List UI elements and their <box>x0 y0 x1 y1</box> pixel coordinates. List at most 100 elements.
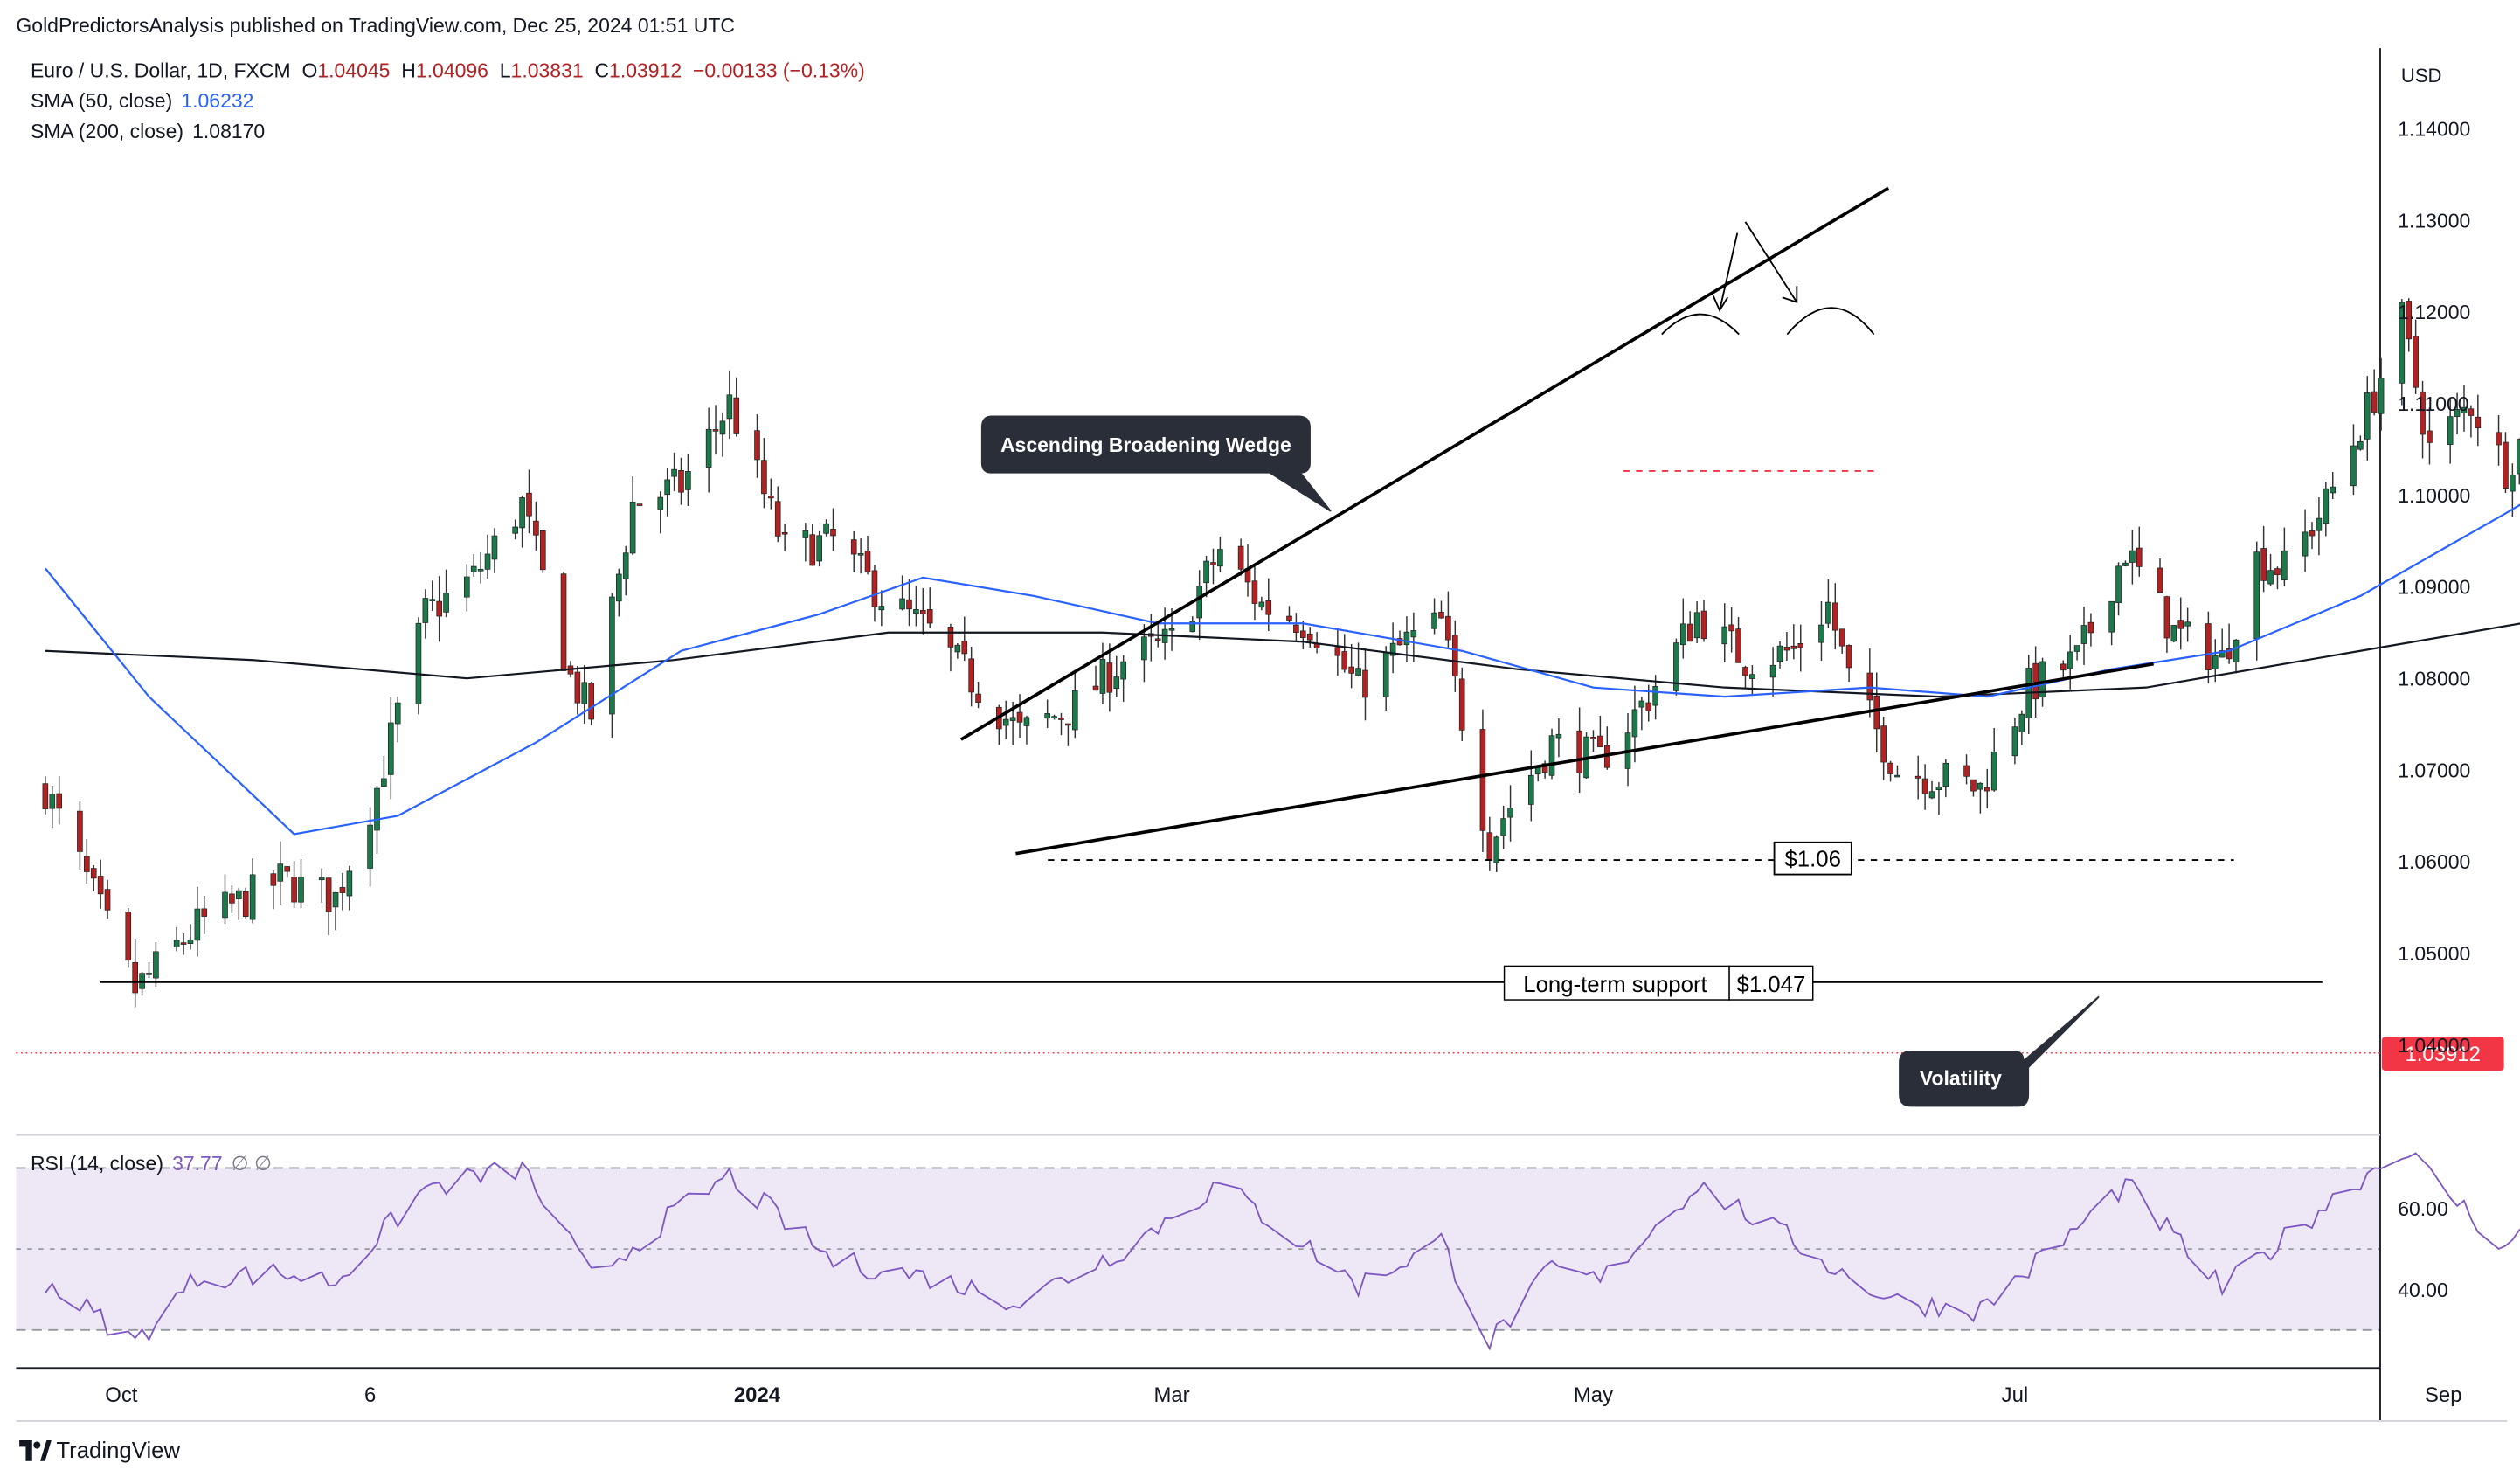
support-label-box[interactable] <box>1503 965 1730 1001</box>
candle-body <box>975 693 981 703</box>
arrow-right-shaft[interactable] <box>1744 221 1798 303</box>
volatility-callout-label[interactable]: Volatility <box>1920 1067 2002 1090</box>
sma50-legend[interactable]: SMA (50, close) 1.06232 <box>31 90 253 113</box>
wedge-callout-label[interactable]: Ascending Broadening Wedge <box>1000 433 1291 456</box>
candle-body <box>1486 832 1493 861</box>
candle-body <box>2461 406 2468 413</box>
candle-body <box>1009 717 1016 721</box>
candle-body <box>77 810 83 852</box>
level-106-box[interactable] <box>1773 841 1852 876</box>
close-value: 1.03912 <box>609 59 682 82</box>
candle-body <box>809 534 816 566</box>
candle-body <box>2260 548 2267 581</box>
candle-body <box>2122 562 2129 566</box>
candle-body <box>2454 409 2461 417</box>
candle-body <box>1092 685 1099 691</box>
top-arc-left[interactable] <box>1661 313 1740 336</box>
candle-body <box>1058 718 1064 720</box>
candle-body <box>1914 775 1921 779</box>
currency-label[interactable]: USD <box>2401 65 2442 87</box>
wedge-lower-trendline[interactable] <box>1015 662 2154 856</box>
candle-body <box>1873 696 1880 730</box>
candle-body <box>2357 440 2364 450</box>
candle-body <box>1251 580 1258 604</box>
last-price-tag[interactable] <box>2381 1037 2504 1071</box>
volatility-callout-bubble[interactable] <box>1899 995 2100 1107</box>
candle-body <box>1679 623 1686 646</box>
candle-body <box>422 598 429 623</box>
sma200-line <box>45 622 2520 698</box>
rsi-legend[interactable]: RSI (14, close) 37.77 ∅ ∅ <box>31 1151 272 1175</box>
candle-body <box>2011 726 2018 757</box>
candle-body <box>1348 666 1354 674</box>
candle-body <box>42 783 49 809</box>
rsi-label: RSI (14, close) <box>30 1152 164 1175</box>
candle-body <box>1838 628 1845 647</box>
candle-body <box>1493 836 1500 863</box>
candle-body <box>2080 625 2087 644</box>
candle-body <box>132 961 138 994</box>
candle-body <box>1894 774 1900 778</box>
price-axis-tick: 1.11000 <box>2398 392 2468 415</box>
wedge-upper-trendline[interactable] <box>959 186 1890 741</box>
candle-body <box>1728 624 1734 632</box>
candle-body <box>622 552 629 579</box>
symbol-name[interactable]: Euro / U.S. Dollar, 1D, FXCM <box>30 59 291 82</box>
candle-body <box>491 535 498 560</box>
support-label[interactable]: Long-term support <box>1523 973 1707 997</box>
candle-body <box>1921 778 1928 794</box>
arrow-left-head <box>1712 295 1729 312</box>
candle-body <box>97 876 104 895</box>
candle-body <box>2060 663 2067 671</box>
support-value-label[interactable]: $1.047 <box>1737 973 1806 997</box>
candle-body <box>878 606 885 611</box>
candle-body <box>1355 668 1361 676</box>
candle-body <box>1825 601 1831 624</box>
candle-body <box>1479 729 1486 831</box>
candle-body <box>394 702 401 725</box>
wedge-callout-bubble[interactable] <box>980 415 1332 512</box>
candle-body <box>2323 488 2330 524</box>
candle-body <box>56 793 62 809</box>
candle-body <box>2516 439 2520 475</box>
candle-body <box>236 890 242 899</box>
candle-body <box>919 609 926 614</box>
support-value-box[interactable] <box>1728 965 1814 1001</box>
candle-body <box>1099 659 1106 694</box>
candle-body <box>830 529 836 537</box>
candle-body <box>484 553 491 570</box>
candle-body <box>284 866 290 872</box>
candle-body <box>1797 643 1804 648</box>
candle-body <box>678 469 684 493</box>
candle-body <box>139 973 145 989</box>
candle-body <box>2413 336 2419 388</box>
candle-body <box>2073 645 2080 652</box>
candle-body <box>1306 633 1313 641</box>
time-axis-tick: Sep <box>2425 1383 2462 1407</box>
candle-body <box>705 428 712 468</box>
candle-body <box>574 671 581 704</box>
arrow-left-shaft[interactable] <box>1719 232 1739 311</box>
candle-body <box>2475 416 2482 429</box>
price-axis-tick: 1.07000 <box>2398 759 2470 781</box>
candle-body <box>49 794 56 809</box>
candle-body <box>2177 620 2184 629</box>
change-value: −0.00133 (−0.13%) <box>692 59 865 82</box>
candle-body <box>1237 545 1244 570</box>
rsi-value: 37.77 <box>172 1152 223 1175</box>
sma200-legend[interactable]: SMA (200, close) 1.08170 <box>31 121 265 143</box>
level-106-label[interactable]: $1.06 <box>1784 847 1840 871</box>
candle-body <box>1396 638 1403 646</box>
candle-body <box>733 397 740 434</box>
candle-body <box>850 539 857 555</box>
candle-body <box>1818 624 1824 643</box>
candle-body <box>2281 550 2288 581</box>
watermark-text: TradingView <box>56 1437 181 1463</box>
candle-body <box>2129 550 2136 563</box>
candle-body <box>2157 567 2163 593</box>
candle-body <box>947 627 954 648</box>
top-arc-right[interactable] <box>1786 307 1875 336</box>
price-legend[interactable]: Euro / U.S. Dollar, 1D, FXCM O1.04045 H1… <box>31 59 865 82</box>
candle-body <box>1438 611 1444 619</box>
candle-body <box>2420 391 2426 435</box>
